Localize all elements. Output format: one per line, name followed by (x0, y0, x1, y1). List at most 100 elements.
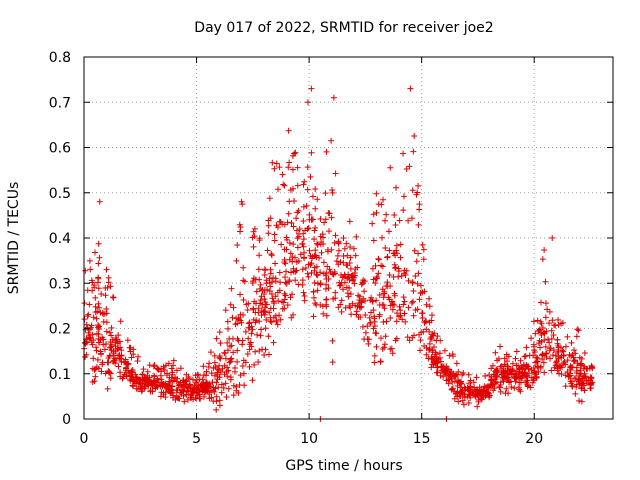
data-point (261, 272, 268, 279)
data-point (272, 278, 279, 285)
data-point (214, 369, 221, 376)
data-point (509, 360, 516, 367)
data-point (400, 193, 407, 200)
data-point (294, 164, 301, 171)
data-point (429, 312, 436, 319)
data-point (201, 389, 208, 396)
data-point (168, 389, 175, 396)
data-point (152, 384, 159, 391)
data-point (195, 382, 202, 389)
data-point (140, 366, 147, 373)
data-point (421, 288, 428, 295)
data-point (249, 234, 256, 241)
data-point (589, 364, 596, 371)
data-point (555, 342, 562, 349)
data-point (581, 370, 588, 377)
data-point (263, 316, 270, 323)
data-point (135, 353, 142, 360)
data-point (528, 335, 535, 342)
data-point (516, 373, 523, 380)
data-point (549, 235, 556, 241)
data-point (159, 382, 166, 389)
data-point (510, 370, 517, 377)
data-point (335, 247, 342, 254)
data-point (577, 360, 584, 367)
data-point (576, 397, 583, 404)
data-point (195, 387, 202, 394)
data-point (329, 337, 336, 344)
data-point (206, 391, 213, 398)
data-point (196, 395, 203, 402)
data-point (103, 266, 110, 273)
data-point (465, 400, 472, 407)
data-point (286, 198, 293, 205)
data-point (373, 209, 380, 216)
data-point (472, 393, 479, 400)
data-point (117, 318, 124, 325)
data-point (537, 299, 544, 306)
data-point (249, 278, 256, 285)
data-point (281, 182, 288, 189)
data-point (240, 277, 247, 284)
data-point (83, 321, 90, 328)
data-point (157, 393, 164, 400)
data-point (482, 372, 489, 379)
data-point (304, 225, 311, 232)
data-point (350, 273, 357, 280)
data-point (429, 361, 436, 368)
data-point (216, 362, 223, 369)
data-point (378, 201, 385, 208)
data-point (227, 343, 234, 350)
data-point (311, 236, 318, 243)
data-point (168, 365, 175, 372)
data-point (366, 314, 373, 321)
data-point (316, 254, 323, 261)
data-point (335, 304, 342, 311)
data-point (225, 385, 232, 392)
data-point (284, 301, 291, 308)
data-point (213, 398, 220, 405)
data-point (300, 236, 307, 243)
data-point (234, 347, 241, 354)
data-point (354, 264, 361, 271)
data-point (234, 358, 241, 365)
data-point (532, 359, 539, 366)
data-point (170, 377, 177, 384)
data-point (338, 308, 345, 315)
data-point (289, 166, 296, 173)
data-point (283, 234, 290, 241)
data-point (449, 379, 456, 386)
data-point (547, 345, 554, 352)
data-point (274, 224, 281, 231)
data-point (286, 159, 293, 166)
data-point (415, 182, 422, 189)
data-point (96, 198, 103, 205)
data-point (542, 314, 549, 321)
data-point (99, 361, 106, 368)
data-point (497, 343, 504, 350)
data-point (507, 366, 514, 373)
data-point (386, 271, 393, 278)
data-point (276, 164, 283, 171)
x-tick-label: 5 (192, 431, 201, 447)
data-point (538, 320, 545, 327)
data-point (96, 254, 103, 261)
data-point (402, 272, 409, 279)
data-point (204, 385, 211, 392)
data-point (242, 359, 249, 366)
data-point (89, 365, 96, 372)
data-point (379, 263, 386, 270)
data-point (310, 313, 317, 320)
data-point (537, 364, 544, 371)
data-point (455, 368, 462, 375)
data-point (517, 357, 524, 364)
data-point (431, 344, 438, 351)
data-point (249, 326, 256, 333)
data-point (92, 373, 99, 380)
data-point (211, 372, 218, 379)
data-point (255, 305, 262, 312)
data-point (217, 340, 224, 347)
data-point (91, 249, 98, 256)
data-point (313, 271, 320, 278)
data-point (174, 395, 181, 402)
